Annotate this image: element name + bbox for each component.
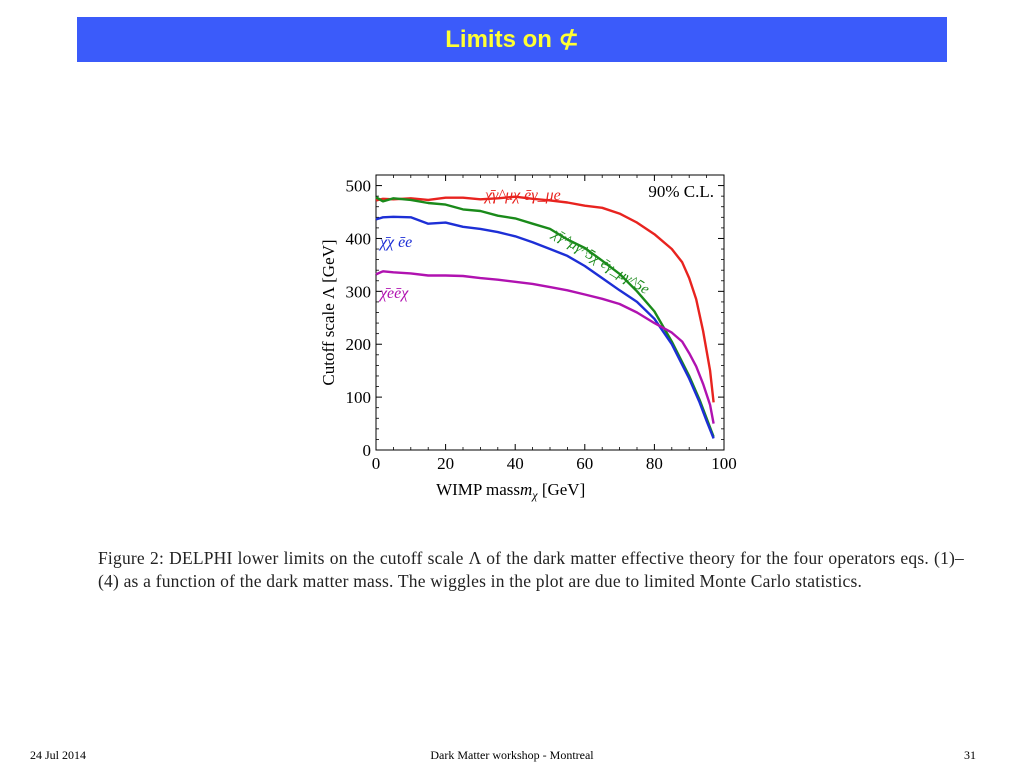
magenta-series-line: [375, 270, 715, 424]
blue-series-line: [375, 215, 715, 439]
footer-event: Dark Matter workshop - Montreal: [430, 748, 594, 762]
label-scalar-operator: χ̄χ ēe: [378, 234, 412, 251]
red-series-line: [375, 195, 715, 403]
label-t-channel-operator: χ̄eēχ: [378, 285, 409, 302]
label-axial-operator: χ̄γ^μγ^5χ ēγ_μγ^5e: [548, 225, 652, 298]
x-tick-label: 0: [372, 454, 381, 473]
y-axis-label: Cutoff scale Λ [GeV]: [319, 239, 338, 385]
y-tick-label: 200: [346, 335, 372, 354]
y-tick-label: 400: [346, 229, 372, 248]
figure-caption: Figure 2: DELPHI lower limits on the cut…: [98, 548, 964, 591]
footer-date: 24 Jul 2014: [30, 748, 87, 762]
y-tick-label: 0: [363, 441, 372, 460]
x-axis-label-text: WIMP mass: [436, 480, 520, 499]
x-axis-label-symbol: mχ [GeV]: [520, 480, 585, 502]
x-tick-label: 40: [507, 454, 524, 473]
confidence-level-annotation: 90% C.L.: [648, 182, 714, 201]
y-tick-label: 100: [346, 388, 372, 407]
slide-header: Limits on ⊄: [77, 17, 947, 62]
x-tick-label: 60: [576, 454, 593, 473]
y-tick-label: 300: [346, 282, 372, 301]
plot-frame: [375, 174, 725, 451]
figure: 0 20 40 60 80 100 0 100 200 300 400 500 WIMP mass mχ…: [310, 170, 750, 510]
label-vector-operator: χ̄γ^μχ ēγ_μe: [483, 187, 561, 204]
slide-title: Limits on ⊄: [445, 26, 579, 53]
x-tick-label: 20: [437, 454, 454, 473]
x-tick-label: 80: [646, 454, 663, 473]
x-tick-label: 100: [711, 454, 737, 473]
footer-page-number: 31: [964, 748, 976, 762]
y-tick-label: 500: [346, 177, 372, 196]
green-series-line: [375, 196, 715, 438]
limits-chart: 0 20 40 60 80 100 0 100 200 300 400 500 WIMP mass mχ…: [319, 174, 737, 502]
